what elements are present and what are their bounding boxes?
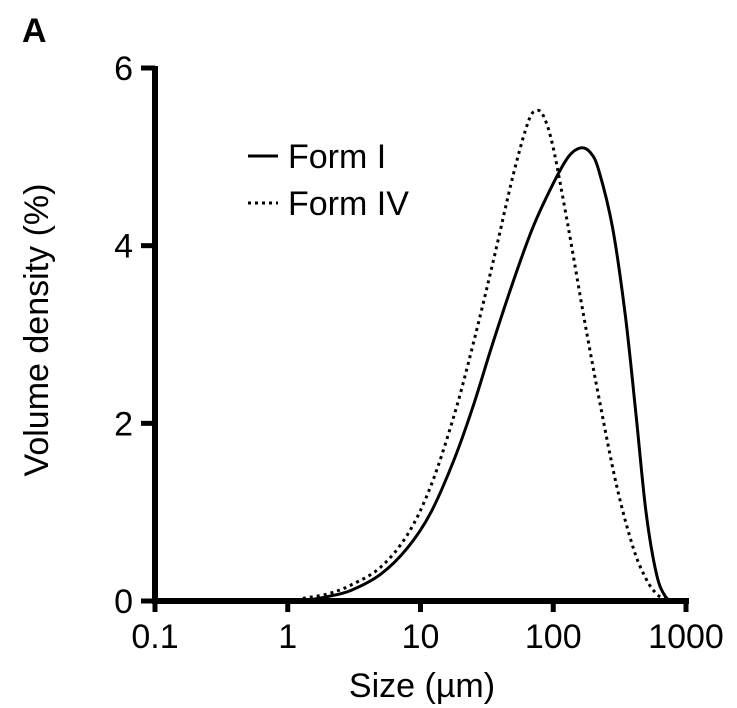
series-line-form-iv	[302, 108, 674, 603]
y-tick-label: 2	[114, 405, 133, 443]
x-tick-label: 10	[402, 618, 440, 656]
legend-label-form-i: Form I	[288, 138, 386, 176]
legend-label-form-iv: Form IV	[288, 185, 409, 223]
x-ticks: 0.1 1 10 100 1000	[131, 601, 724, 656]
y-axis-title: Volume density (%)	[18, 184, 56, 477]
series-curves	[301, 108, 675, 603]
axes	[152, 66, 689, 604]
y-tick-label: 6	[114, 50, 133, 88]
x-tick-label: 1000	[648, 618, 724, 656]
panel-label: A	[22, 12, 47, 50]
y-ticks: 0 2 4 6	[114, 50, 155, 621]
y-tick-label: 0	[114, 583, 133, 621]
x-axis-title: Size (µm)	[349, 667, 495, 705]
x-tick-label: 0.1	[131, 618, 178, 656]
y-tick-label: 4	[114, 228, 133, 266]
series-line-form-i	[301, 146, 675, 603]
x-tick-label: 100	[525, 618, 582, 656]
legend: Form I Form IV	[248, 138, 409, 223]
x-tick-label: 1	[278, 618, 297, 656]
